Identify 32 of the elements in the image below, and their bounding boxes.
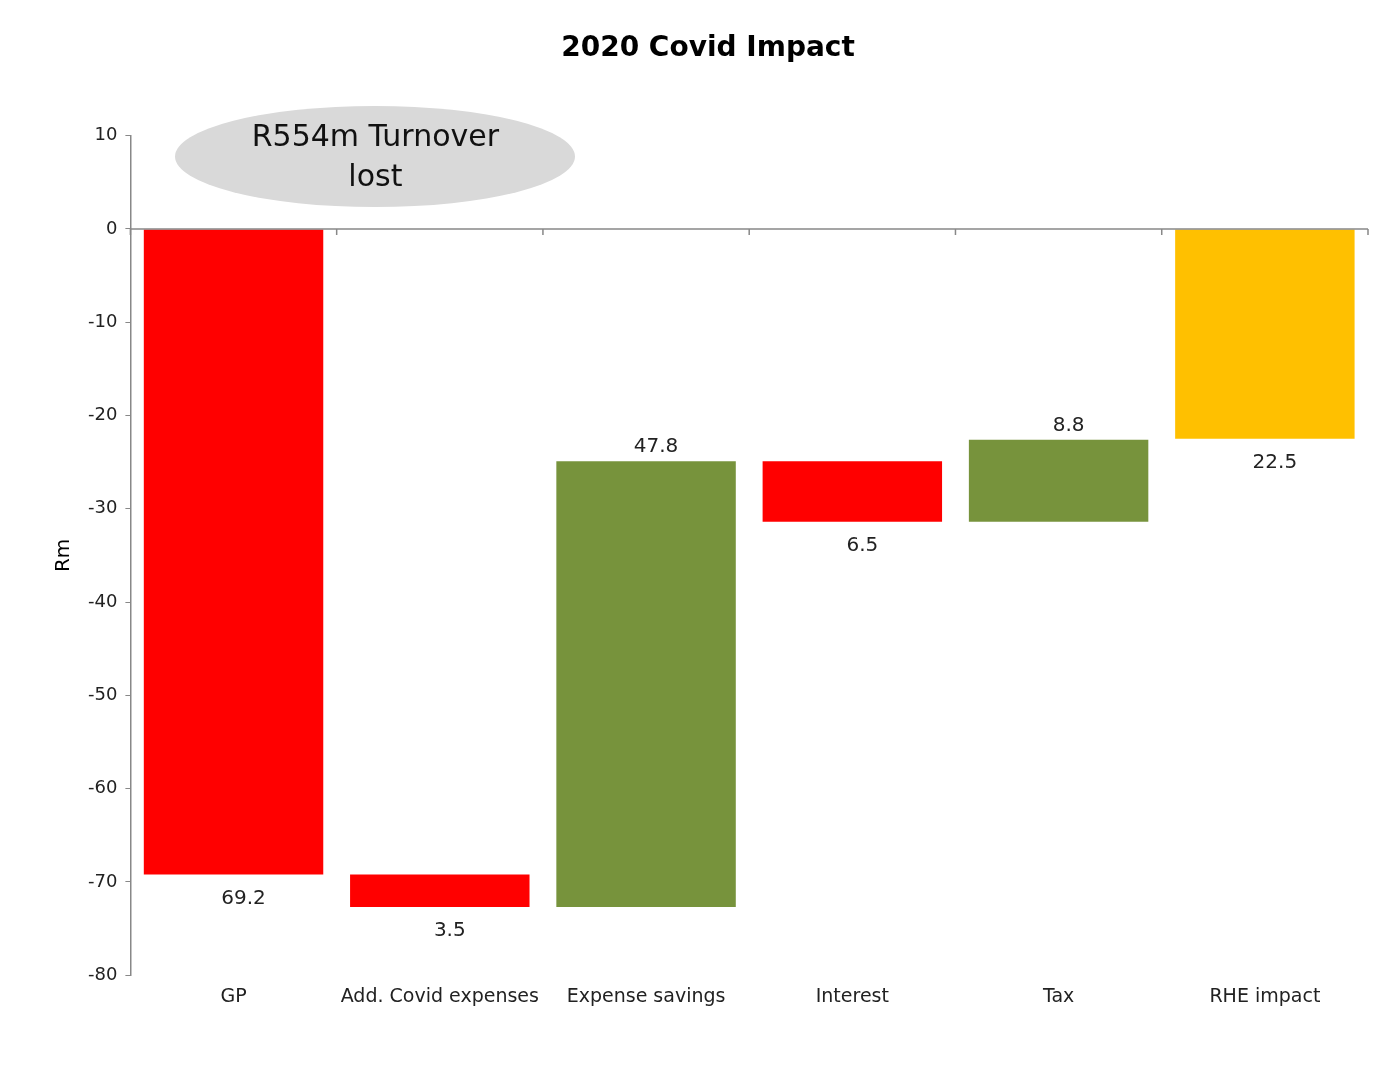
x-tick-label: Expense savings [566,983,726,1006]
y-tick-label: -60 [87,776,118,798]
y-tick-label: -80 [87,962,118,984]
bar [350,874,530,908]
data-label: 69.2 [221,884,266,909]
x-tick-label: GP [220,983,247,1006]
y-tick-label: 10 [94,123,118,145]
x-tick-label: Interest [815,983,889,1006]
y-tick-label: -40 [87,589,118,611]
y-tick-label: -70 [87,869,118,891]
data-label: 47.8 [633,433,679,458]
y-tick-label: -30 [87,496,118,518]
y-tick-label: 0 [105,216,118,238]
x-tick-label: Add. Covid expenses [340,983,539,1006]
y-axis-title: Rm [50,538,75,573]
bar [968,439,1149,522]
data-label: 6.5 [846,532,879,557]
x-tick-label: Tax [1041,983,1075,1006]
annotation: R554m Turnover lost [250,117,501,196]
bar [762,461,943,522]
ellipse-callout: R554m Turnover lost [175,105,576,207]
x-tick-label: RHE impact [1209,983,1321,1006]
bar [556,461,736,908]
y-tick-label: -10 [87,309,118,331]
y-tick-label: -20 [87,403,118,425]
data-label: 22.5 [1252,448,1298,473]
bar [1175,229,1355,439]
y-tick-label: -50 [87,683,118,705]
data-label: 3.5 [433,917,466,942]
bar [143,229,324,875]
data-label: 8.8 [1052,411,1085,436]
chart-title: 2020 Covid Impact [561,30,855,64]
